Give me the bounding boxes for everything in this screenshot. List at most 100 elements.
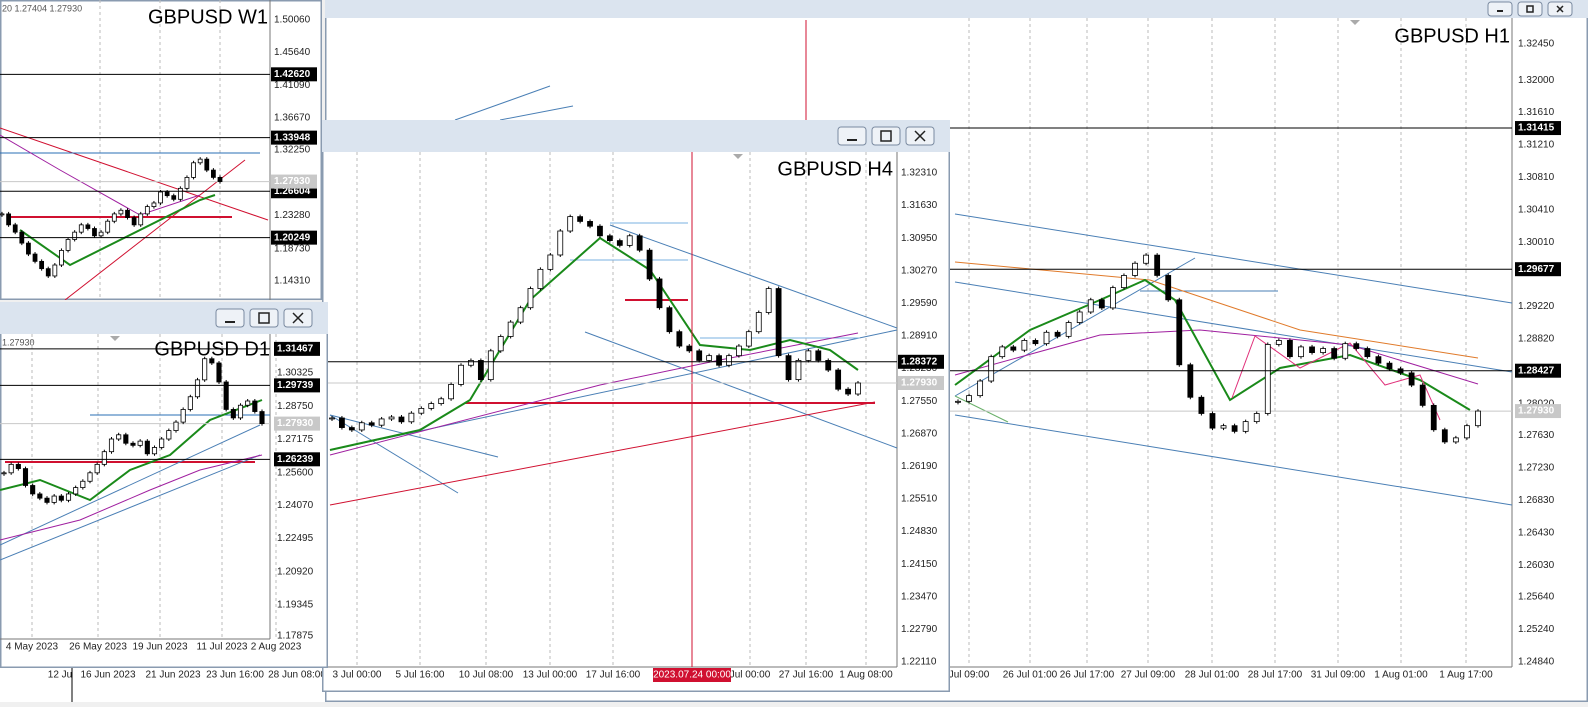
candle [180,409,186,423]
candle [527,288,534,309]
candle [1231,425,1238,432]
level-box [271,230,317,245]
candle [1242,421,1249,432]
maximize-button[interactable] [1517,1,1543,17]
level-box [898,354,944,369]
candle [726,355,732,366]
candle [468,360,474,366]
candle [378,418,385,426]
price-label: 1.17875 [277,631,314,642]
candle [187,396,193,410]
price-label: 1.45640 [274,47,311,58]
price-label: 1.32450 [1518,39,1555,50]
candle [716,355,722,366]
maximize-button[interactable] [249,308,279,328]
time-label: 12 Ju [48,670,72,681]
candle [1143,254,1149,264]
candle [597,225,603,237]
price-label: 1.23470 [901,591,938,602]
level-box [274,378,320,393]
indicator-line [329,414,499,458]
candle [1275,340,1282,345]
chart-title: GBPUSD H4 [777,158,893,180]
candle [173,421,179,431]
indicator-line [954,281,1513,373]
candle [111,213,117,222]
candle [656,278,663,309]
candle [547,254,554,270]
time-label: 23 Jun 16:00 [206,670,264,681]
candle [438,398,445,404]
candle [1386,362,1393,370]
price-label: 1.22110 [901,657,937,668]
candle [626,235,633,246]
candle [131,217,137,226]
time-label: 19 Jun 2023 [132,642,187,653]
candle [211,169,216,178]
level-label: 1.31415 [1518,123,1555,134]
window-frame [0,0,322,300]
ohlc-info: 20 1.27404 1.27930 [2,3,82,13]
time-label: 1 Aug 08:00 [839,670,893,681]
time-label: 1 Aug 17:00 [1439,670,1493,681]
candle [517,307,524,323]
candle [1342,343,1349,359]
minimize-button[interactable] [1487,1,1513,17]
candle [775,288,782,357]
candle [358,422,365,431]
candle [123,434,129,444]
time-label: 13 Jul 00:00 [523,670,578,681]
chart-title: GBPUSD W1 [148,6,268,28]
candle [587,221,593,227]
candle [1320,348,1327,353]
candle [686,345,693,352]
minimize-button[interactable] [215,308,245,328]
candle [398,416,405,423]
price-label: 1.26030 [1518,560,1555,571]
candle [1165,275,1172,301]
time-label: 10 Jul 08:00 [459,670,514,681]
title-bar [0,302,328,334]
candle [795,360,802,381]
time-label: 11 Jul 2023 [197,642,248,653]
close-icon [292,312,304,324]
indicator-line [499,105,574,121]
candle [108,438,115,453]
candle [1176,299,1183,366]
maximize-button[interactable] [871,126,901,146]
candle [94,463,100,474]
candle [1076,311,1083,323]
candle [458,364,464,385]
scroll-marker [1350,20,1360,25]
candle [259,411,265,424]
candle [51,495,57,503]
candle [116,434,122,440]
price-label: 1.32250 [274,145,311,156]
price-label: 1.27550 [901,396,938,407]
minimize-button[interactable] [837,126,867,146]
candle [105,220,111,233]
candle [418,407,425,414]
candle [1430,404,1437,431]
price-label: 1.25640 [1518,592,1555,603]
candle [448,384,454,400]
candle [329,417,335,420]
candle [184,177,190,189]
indicator-line [0,127,269,221]
candle [988,356,995,382]
candle [1021,340,1028,351]
candle [125,209,130,218]
indicator-line [1231,335,1441,421]
current-price-box [1515,404,1561,419]
indicator-line [19,194,216,267]
candle [1464,425,1470,439]
window-frame [322,120,950,692]
candle [1043,331,1050,345]
candle [606,235,613,241]
current-price-label: 1.27930 [1518,406,1555,417]
candle [1375,356,1382,364]
indicator-line [954,395,1009,423]
maximize-icon [880,130,892,142]
